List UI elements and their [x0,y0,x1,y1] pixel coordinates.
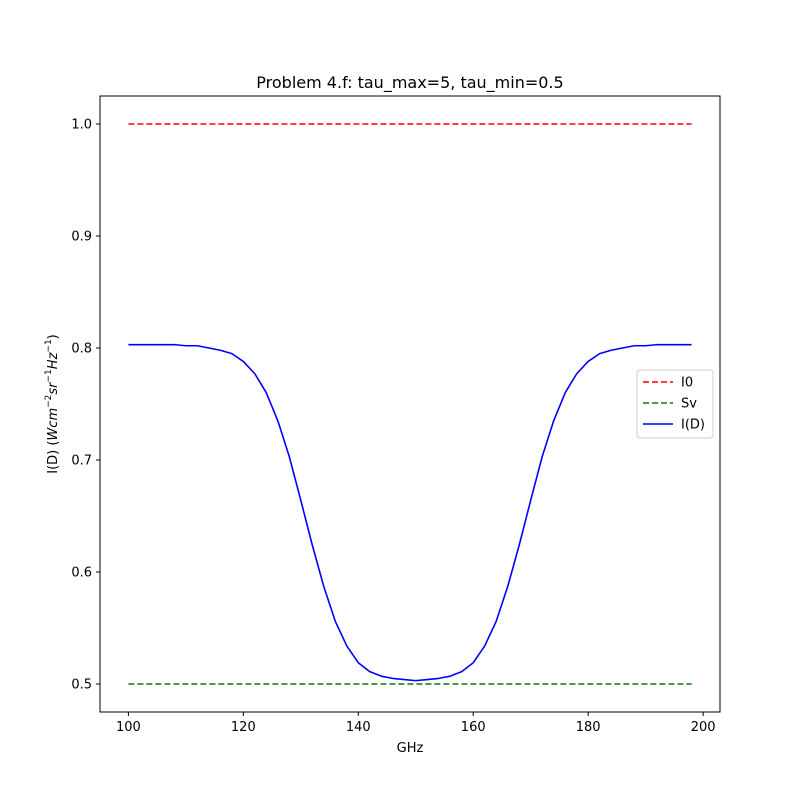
legend-label-i0: I0 [681,376,693,391]
legend-label-i-d: I(D) [681,418,705,433]
x-tick-label: 160 [461,720,486,735]
y-tick-label: 0.6 [71,566,92,581]
y-tick-label: 0.8 [71,342,92,357]
x-tick-label: 100 [116,720,141,735]
plot-area [128,123,692,685]
legend-label-sv: Sv [681,397,697,412]
legend-box [636,369,714,439]
chart-title: Problem 4.f: tau_max=5, tau_min=0.5 [256,73,563,93]
y-axis-label: I(D) (Wcm−2​sr−1​Hz−1​) [44,334,61,474]
x-tick-label: 140 [346,720,371,735]
axes-frame [99,95,721,713]
x-tick-label: 200 [691,720,716,735]
legend: I0 Sv I(D) [636,369,714,439]
series-line-i-d [128,343,692,682]
y-tick-label: 0.7 [71,454,92,469]
x-axis-label: GHz [397,741,424,756]
y-tick-label: 1.0 [71,118,92,133]
axis-ticks: 100 120 140 160 180 200 0.5 0.6 0.7 0.8 0.9 1.0 [71,118,715,736]
x-tick-label: 120 [231,720,256,735]
y-tick-label: 0.9 [71,230,92,245]
y-tick-label: 0.5 [71,678,92,693]
x-tick-label: 180 [576,720,601,735]
